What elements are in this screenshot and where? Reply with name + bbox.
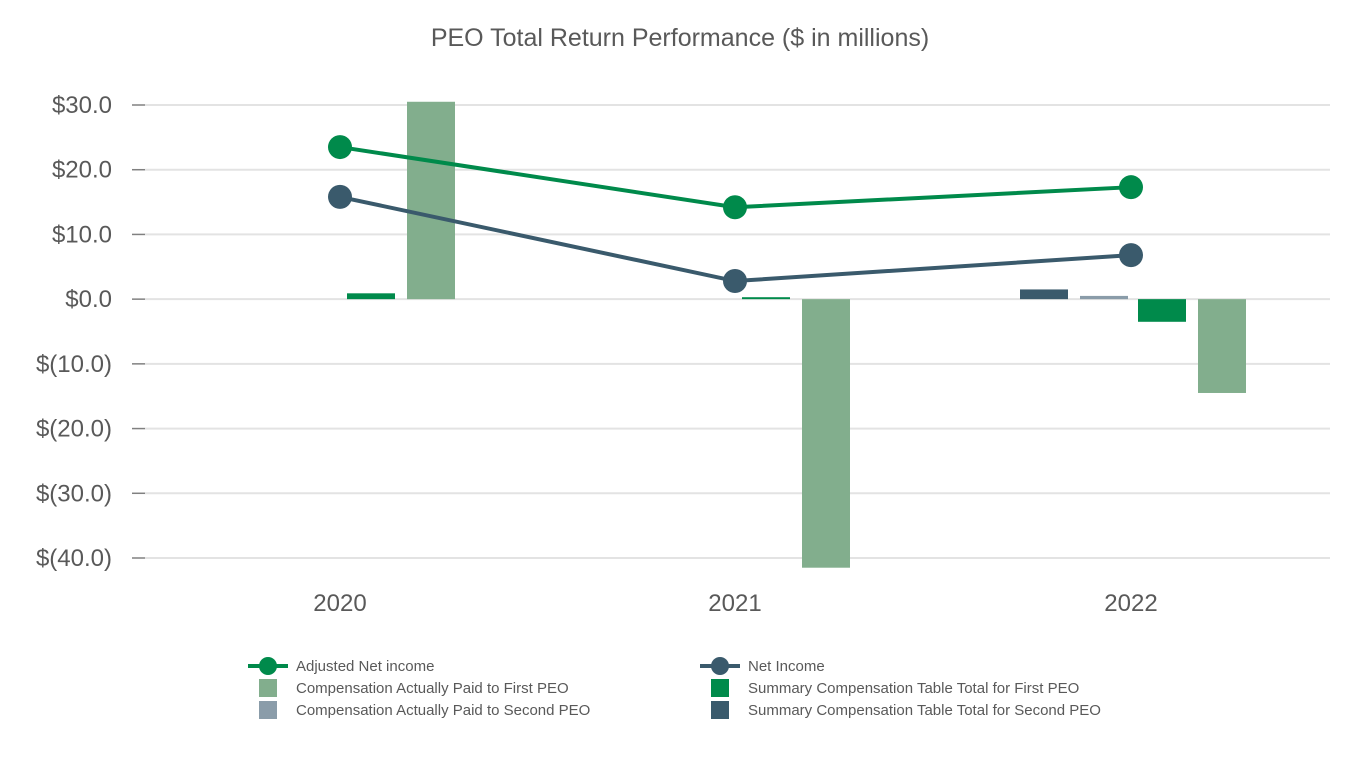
legend-label: Summary Compensation Table Total for Sec… (748, 701, 1101, 719)
legend-line-marker-icon (700, 655, 740, 677)
bar-compensation-actually-paid-to-first-peo (407, 101, 455, 300)
legend-item: Summary Compensation Table Total for Sec… (700, 699, 1101, 721)
y-tick-label: $(30.0) (36, 480, 112, 507)
legend-label: Adjusted Net income (296, 657, 435, 675)
legend-item: Compensation Actually Paid to First PEO (248, 677, 569, 699)
y-tick-label: $(40.0) (36, 545, 112, 572)
legend-line-marker-icon (248, 655, 288, 677)
x-tick-label: 2022 (1104, 590, 1157, 617)
legend-square-icon (700, 699, 740, 721)
legend-item: Net Income (700, 655, 825, 677)
chart-plot: $30.0 $20.0 $10.0 $0.0 $(10.0) $(20.0) $(30.0)… (36, 92, 1330, 617)
y-tick-label: $20.0 (52, 157, 112, 184)
legend-square-icon (248, 699, 288, 721)
legend-label: Compensation Actually Paid to Second PEO (296, 701, 591, 719)
legend-item: Summary Compensation Table Total for Fir… (700, 677, 1079, 699)
y-tick-label: $(20.0) (36, 416, 112, 443)
bar-summary-compensation-table-total-for-second-peo (1020, 289, 1068, 300)
bar-compensation-actually-paid-to-second-peo (1080, 295, 1128, 300)
x-tick-label: 2020 (313, 590, 366, 617)
y-tick-label: $(10.0) (36, 351, 112, 378)
legend-label: Compensation Actually Paid to First PEO (296, 679, 569, 697)
point-adjusted-net-income (328, 135, 352, 160)
point-adjusted-net-income (723, 195, 747, 220)
point-net-income (723, 269, 747, 294)
legend-square-icon (700, 677, 740, 699)
legend-label: Summary Compensation Table Total for Fir… (748, 679, 1080, 697)
legend-label: Net Income (748, 657, 825, 675)
legend-item: Compensation Actually Paid to Second PEO (248, 699, 590, 721)
bar-compensation-actually-paid-to-first-peo (802, 299, 850, 568)
point-net-income (1119, 243, 1143, 268)
chart-title: PEO Total Return Performance ($ in milli… (430, 24, 930, 52)
bar-compensation-actually-paid-to-first-peo (1198, 299, 1246, 393)
bar-summary-compensation-table-total-for-first-peo (742, 297, 790, 300)
y-tick-label: $30.0 (52, 92, 112, 119)
point-net-income (328, 184, 352, 209)
y-tick-label: $0.0 (65, 286, 112, 313)
y-tick-label: $10.0 (52, 221, 112, 248)
point-adjusted-net-income (1119, 175, 1143, 200)
bar-summary-compensation-table-total-for-first-peo (1138, 299, 1186, 322)
legend-item: Adjusted Net income (248, 655, 434, 677)
x-tick-label: 2021 (708, 590, 761, 617)
legend-square-icon (248, 677, 288, 699)
bar-summary-compensation-table-total-for-first-peo (347, 293, 395, 300)
